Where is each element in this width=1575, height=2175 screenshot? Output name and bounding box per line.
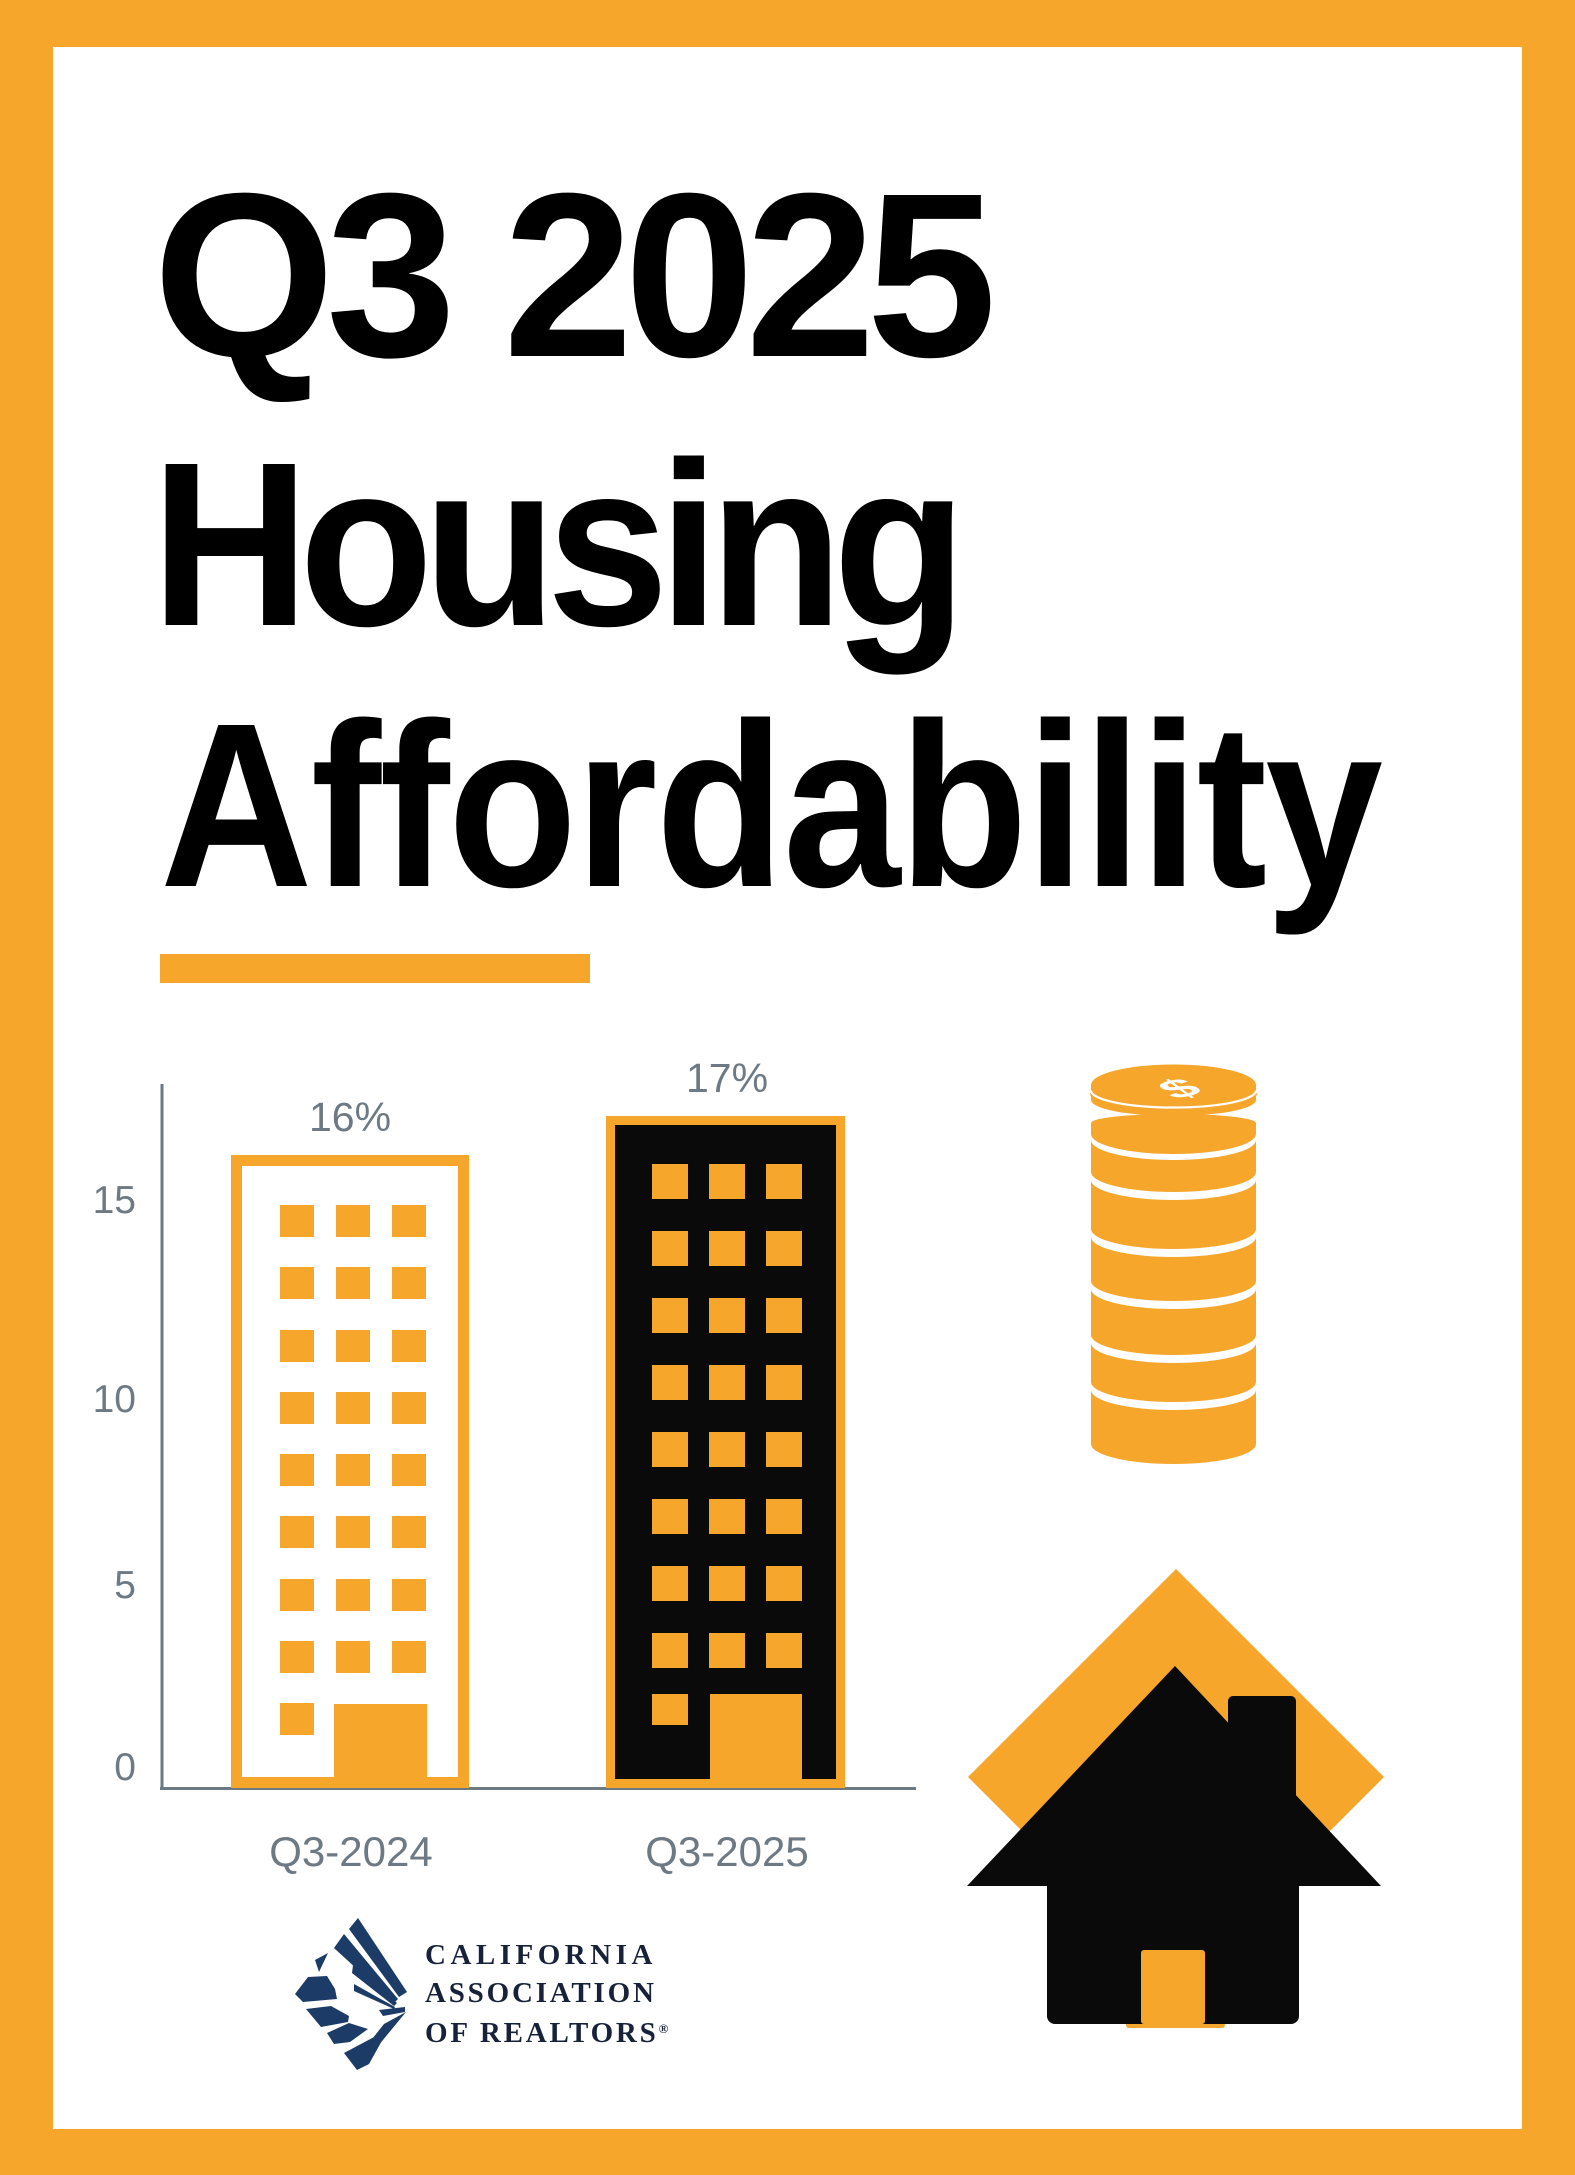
svg-text:10: 10 xyxy=(93,1378,136,1421)
svg-text:Q3-2025: Q3-2025 xyxy=(645,1828,808,1875)
svg-text:Q3-2024: Q3-2024 xyxy=(269,1828,432,1875)
svg-text:5: 5 xyxy=(114,1564,136,1607)
svg-text:0: 0 xyxy=(114,1746,136,1789)
svg-text:16%: 16% xyxy=(309,1094,391,1140)
svg-text:17%: 17% xyxy=(686,1055,768,1101)
svg-text:15: 15 xyxy=(93,1179,136,1222)
